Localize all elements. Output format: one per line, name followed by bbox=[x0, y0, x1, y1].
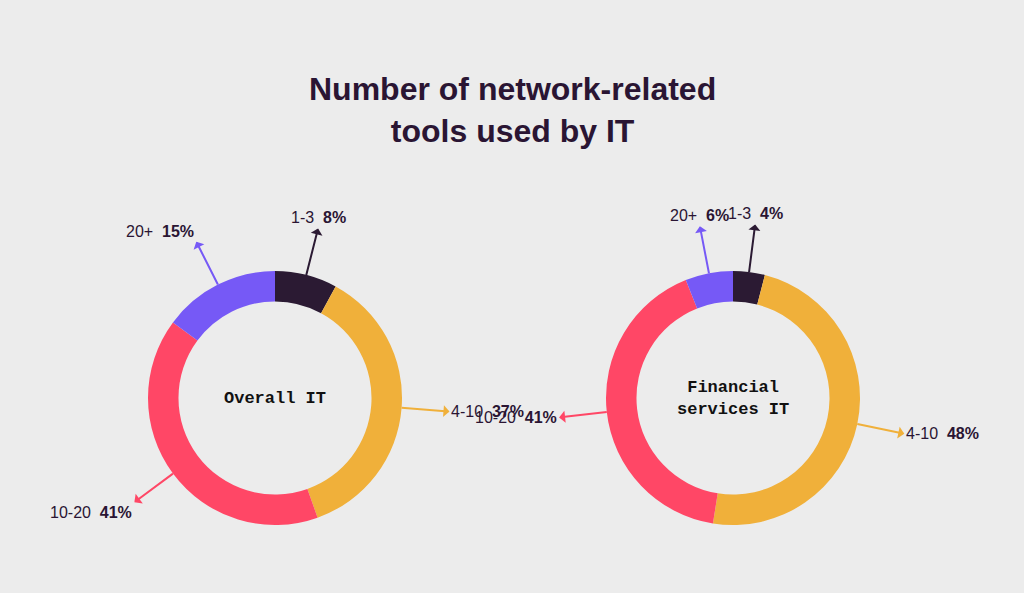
svg-text:10-20 41%: 10-20 41% bbox=[475, 409, 557, 426]
svg-text:4-10 48%: 4-10 48% bbox=[906, 425, 979, 442]
svg-text:1-3 4%: 1-3 4% bbox=[728, 205, 783, 222]
svg-text:Overall IT: Overall IT bbox=[224, 389, 326, 408]
svg-text:1-3 8%: 1-3 8% bbox=[291, 209, 346, 226]
svg-text:20+ 15%: 20+ 15% bbox=[126, 223, 194, 240]
svg-text:Financialservices IT: Financialservices IT bbox=[677, 378, 789, 419]
svg-text:Number of network-relatedtools: Number of network-relatedtools used by I… bbox=[309, 71, 716, 149]
svg-text:10-20 41%: 10-20 41% bbox=[50, 504, 132, 521]
svg-text:4-10 37%: 4-10 37% bbox=[451, 403, 524, 420]
svg-text:20+ 6%: 20+ 6% bbox=[670, 207, 729, 224]
